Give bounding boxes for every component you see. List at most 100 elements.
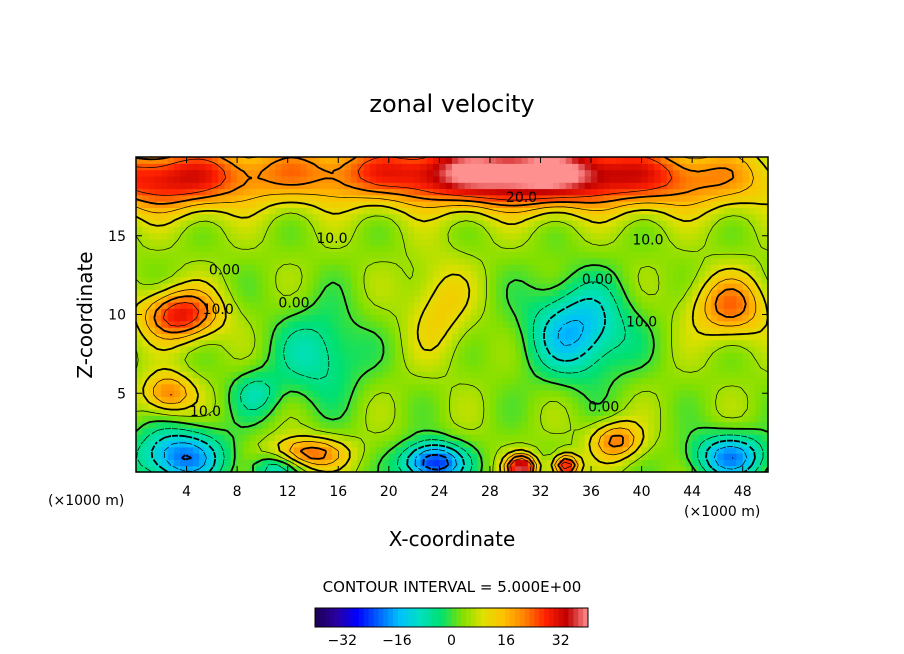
field-cell <box>698 427 706 435</box>
field-cell <box>692 333 700 341</box>
field-cell <box>167 207 175 215</box>
field-cell <box>641 213 649 221</box>
field-cell <box>679 377 687 385</box>
field-cell <box>154 440 162 448</box>
field-cell <box>154 320 162 328</box>
field-cell <box>496 157 504 164</box>
field-cell <box>597 346 605 353</box>
field-cell <box>136 402 143 410</box>
field-cell <box>540 364 548 372</box>
field-cell <box>647 289 655 297</box>
field-cell <box>243 333 251 341</box>
field-cell <box>256 283 263 290</box>
field-cell <box>249 434 257 442</box>
field-cell <box>376 251 384 259</box>
field-cell <box>742 364 750 372</box>
field-cell <box>597 358 605 366</box>
field-cell <box>698 163 706 171</box>
field-cell <box>458 220 466 227</box>
field-cell <box>433 339 440 347</box>
field-cell <box>540 283 548 290</box>
field-cell <box>464 213 472 221</box>
field-cell <box>281 415 289 423</box>
field-cell <box>654 220 662 227</box>
field-cell <box>382 333 390 341</box>
field-cell <box>312 396 320 404</box>
field-cell <box>439 377 447 385</box>
field-cell <box>256 289 263 297</box>
field-cell <box>300 245 308 253</box>
field-cell <box>508 446 516 454</box>
field-cell <box>603 346 611 353</box>
field-cell <box>180 409 188 416</box>
field-cell <box>704 270 712 278</box>
field-cell <box>755 213 763 221</box>
field-cell <box>369 232 377 240</box>
field-cell <box>420 421 428 429</box>
field-cell <box>477 440 485 448</box>
field-cell <box>685 434 693 442</box>
field-cell <box>553 333 561 341</box>
field-cell <box>199 314 207 322</box>
field-cell <box>572 301 579 309</box>
field-cell <box>489 295 497 303</box>
field-cell <box>338 157 346 164</box>
field-cell <box>262 427 270 435</box>
field-cell <box>363 352 371 360</box>
field-cell <box>483 434 491 442</box>
field-cell <box>502 194 510 202</box>
field-cell <box>464 175 472 183</box>
field-cell <box>445 465 453 473</box>
field-cell <box>704 257 712 265</box>
field-cell <box>287 390 295 397</box>
field-cell <box>306 390 314 397</box>
field-cell <box>294 308 301 316</box>
field-cell <box>527 346 535 353</box>
field-cell <box>489 421 497 429</box>
field-cell <box>666 352 674 360</box>
field-cell <box>458 409 466 416</box>
field-cell <box>559 188 567 196</box>
field-cell <box>660 390 668 397</box>
field-cell <box>395 201 403 208</box>
field-cell <box>218 226 226 234</box>
field-cell <box>357 175 365 183</box>
field-cell <box>730 270 737 278</box>
field-cell <box>205 333 213 341</box>
field-cell <box>464 364 472 372</box>
field-cell <box>395 459 403 467</box>
field-cell <box>325 308 333 316</box>
field-cell <box>205 188 213 196</box>
field-cell <box>243 427 251 435</box>
field-cell <box>350 182 358 190</box>
field-cell <box>603 207 611 215</box>
field-cell <box>603 371 611 379</box>
field-cell <box>610 339 617 347</box>
field-cell <box>534 289 542 297</box>
field-cell <box>148 157 156 164</box>
field-cell <box>679 194 687 202</box>
field-cell <box>167 459 175 467</box>
field-cell <box>148 440 156 448</box>
field-cell <box>199 213 207 221</box>
field-cell <box>515 465 523 473</box>
field-cell <box>230 295 238 303</box>
field-cell <box>426 327 434 334</box>
field-cell <box>420 364 428 372</box>
field-cell <box>420 207 428 215</box>
field-cell <box>704 175 712 183</box>
field-cell <box>331 251 339 259</box>
field-cell <box>603 163 611 171</box>
field-cell <box>268 314 276 322</box>
field-cell <box>186 446 194 454</box>
field-cell <box>610 440 617 448</box>
field-cell <box>628 434 636 442</box>
field-cell <box>452 320 459 328</box>
field-cell <box>704 283 712 290</box>
field-cell <box>388 434 396 442</box>
field-cell <box>230 383 238 391</box>
field-cell <box>439 163 447 171</box>
field-cell <box>180 169 188 177</box>
field-cell <box>565 358 573 366</box>
field-cell <box>496 446 504 454</box>
